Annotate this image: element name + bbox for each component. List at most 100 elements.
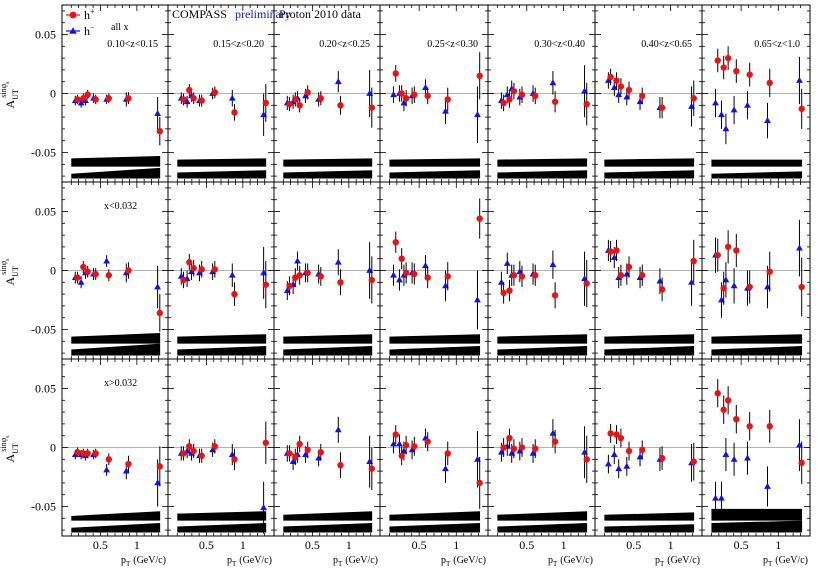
point-hplus xyxy=(392,238,399,246)
point-hminus xyxy=(408,446,416,453)
point-hplus xyxy=(92,270,99,278)
systematic-band-hminus xyxy=(604,346,695,356)
point-hplus xyxy=(424,274,431,281)
point-hplus xyxy=(424,438,431,445)
point-hplus xyxy=(198,452,205,459)
point-hplus xyxy=(156,309,164,317)
point-hplus xyxy=(625,86,633,94)
systematic-band-hminus xyxy=(711,346,803,356)
panel-r3-c5: 0.5 1 pT (GeV/c) xyxy=(487,358,596,568)
systematic-band-hminus xyxy=(497,523,588,533)
point-hplus xyxy=(766,423,773,430)
x-tick-label: 1 xyxy=(561,538,567,552)
point-hplus xyxy=(74,449,81,456)
point-hplus xyxy=(74,274,81,281)
point-hminus xyxy=(764,117,771,124)
y-axis-title-sub: UT xyxy=(11,89,20,100)
point-hplus xyxy=(186,259,193,266)
point-hplus xyxy=(506,434,513,442)
systematic-band-hminus xyxy=(497,170,588,179)
x-tick-label: 0.5 xyxy=(199,538,214,552)
systematic-band-hplus xyxy=(283,158,373,167)
x-tick-label: 0.5 xyxy=(305,538,320,552)
point-hplus xyxy=(690,95,697,102)
point-hminus xyxy=(503,259,511,266)
x-tick-label: 0.5 xyxy=(93,538,108,552)
systematic-band-hminus xyxy=(71,343,161,356)
y-axis-title-main: A xyxy=(3,100,17,109)
point-hminus xyxy=(400,99,408,106)
panel-r1-c7: 0.65<z<1.0 xyxy=(701,4,811,183)
point-hplus xyxy=(337,279,344,286)
point-hminus xyxy=(77,278,85,285)
systematic-band-hplus xyxy=(711,159,803,167)
point-hplus xyxy=(532,445,539,452)
point-hminus xyxy=(623,93,631,100)
point-hplus xyxy=(211,443,219,450)
panel-r1-c6: 0.40<z<0.65 xyxy=(594,4,703,183)
point-hminus xyxy=(796,76,803,83)
point-hplus xyxy=(398,90,405,97)
y-tick-label: 0.05 xyxy=(35,28,56,42)
point-hminus xyxy=(516,268,524,275)
panel-r1-c3: 0.20<z<0.25 xyxy=(273,4,381,183)
point-hplus xyxy=(368,104,376,111)
point-hminus xyxy=(712,494,719,501)
svg-text:AUTsinφs: AUTsinφs xyxy=(0,435,20,463)
point-hplus xyxy=(231,456,238,463)
point-hplus xyxy=(714,390,721,397)
point-hplus xyxy=(190,264,197,272)
panel-r3-c3: 0.5 1 pT (GeV/c) xyxy=(273,358,381,568)
point-hplus xyxy=(766,268,773,275)
point-hminus xyxy=(656,277,664,284)
panel-r1-c4: 0.25<z<0.30 xyxy=(379,4,489,183)
panel-r3-c7: 0.5 1 pT (GeV/c) xyxy=(701,358,811,568)
point-hminus xyxy=(796,441,803,448)
point-hminus xyxy=(422,262,429,269)
point-hplus xyxy=(532,272,539,279)
point-hplus xyxy=(625,447,633,455)
point-hplus xyxy=(84,450,91,457)
z-bin-label: 0.40<z<0.65 xyxy=(641,39,692,50)
legend-hplus-label: h+ xyxy=(84,7,95,22)
point-hplus xyxy=(84,91,91,98)
systematic-band-hminus xyxy=(283,523,373,533)
panel-r3-c1: 0.05 0 -0.05 0.5 1 pT (GeV/c) x>0.032 xyxy=(31,358,169,568)
point-hplus xyxy=(746,283,753,291)
panel-r2-c5 xyxy=(487,181,596,360)
z-bin-label: 0.30<z<0.40 xyxy=(534,39,585,50)
point-hplus xyxy=(500,289,507,297)
point-hplus xyxy=(211,89,219,96)
point-hminus xyxy=(549,261,557,267)
point-hminus xyxy=(400,447,408,454)
point-hminus xyxy=(688,102,695,109)
systematic-band-hminus xyxy=(283,170,373,179)
systematic-band-hminus xyxy=(177,170,267,179)
point-hminus xyxy=(474,455,481,462)
point-hplus xyxy=(231,290,238,298)
point-hminus xyxy=(390,440,397,447)
point-hplus xyxy=(583,456,590,463)
point-hminus xyxy=(529,449,537,456)
y-axis-title-row-2: AUTsinφs xyxy=(0,258,20,286)
point-hplus xyxy=(92,450,99,457)
point-hplus xyxy=(292,96,299,103)
systematic-band-hplus xyxy=(177,158,267,167)
point-hplus xyxy=(402,269,410,277)
point-hplus xyxy=(80,450,87,457)
y-tick-label: 0 xyxy=(50,264,56,278)
systematic-band-hplus xyxy=(389,511,481,521)
systematic-band-hplus xyxy=(497,511,588,521)
point-hminus xyxy=(610,253,618,260)
point-hplus xyxy=(74,96,81,103)
point-hminus xyxy=(228,94,236,101)
dataset-label: Proton 2010 data xyxy=(279,7,362,21)
x-tick-label: 0.5 xyxy=(519,538,534,552)
point-hplus xyxy=(337,462,344,469)
point-hminus xyxy=(103,466,111,473)
x-bin-label: x>0.032 xyxy=(104,378,137,389)
point-hplus xyxy=(231,109,238,116)
panel-r3-c4: 0.5 1 pT (GeV/c) xyxy=(379,358,489,568)
x-tick-label: 1 xyxy=(346,538,352,552)
point-hplus xyxy=(80,95,87,102)
